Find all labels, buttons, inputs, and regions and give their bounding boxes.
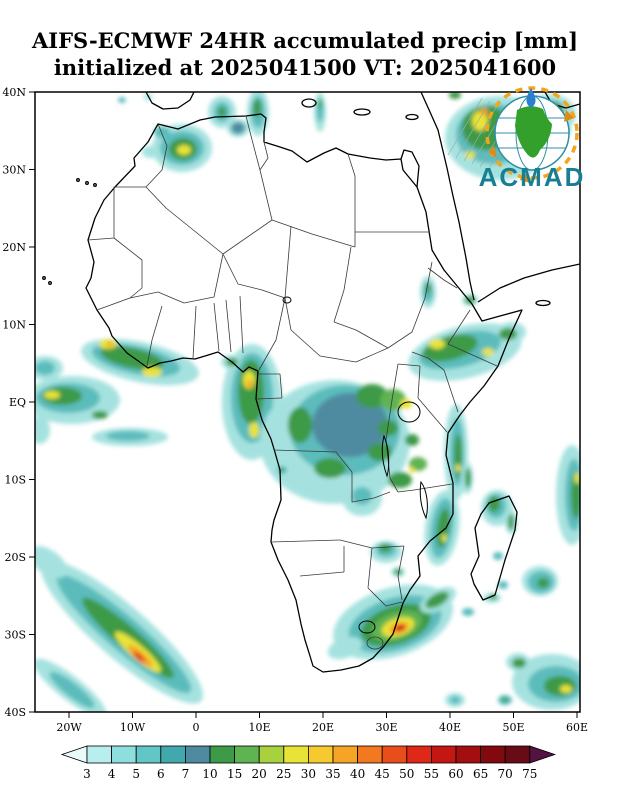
country-borders [87,115,498,650]
colorbar-segment [283,745,309,764]
colorbar-segment [135,745,162,764]
colorbar-tick-label: 35 [325,767,340,781]
colorbar-tick-label: 70 [498,767,513,781]
colorbar-tick-label: 75 [522,767,537,781]
colorbar-segment [258,745,285,764]
colorbar-tick-label: 4 [108,767,116,781]
lon-tick-label: 60E [566,721,588,734]
lat-tick-label: 10S [4,474,26,487]
logo-dashed-ring [485,86,579,180]
colorbar-segment [357,745,383,764]
lon-tick-label: 10E [248,721,270,734]
colorbar-tick-label: 7 [182,767,190,781]
title-line1: AIFS-ECMWF 24HR accumulated precip [mm] [31,28,578,53]
title-line2: initialized at 2025041500 VT: 2025041600 [54,55,556,80]
lat-tick-label: 10N [2,319,26,332]
colorbar-tick-label: 3 [83,767,91,781]
precip-contour [358,620,376,634]
colorbar-tick-label: 5 [132,767,140,781]
acmad-logo: ACMAD [479,86,586,192]
colorbar-above-arrow [529,745,557,764]
lat-tick-label: 20N [2,241,26,254]
colorbar: 3 4 5 6 7 10 15 20 25 30 35 40 45 50 55 60 65 70 75 [60,745,557,781]
lon-tick-label: 0 [193,721,200,734]
lon-tick-label: 20W [56,721,82,734]
colorbar-segment [111,745,137,764]
colorbar-segment [430,745,457,764]
colorbar-segment [184,745,211,764]
logo-africa-shape [515,106,552,158]
precip-shading-layer [35,92,580,712]
logo-wordmark: ACMAD [479,162,586,192]
colorbar-tick-label: 30 [301,767,316,781]
lat-tick-label: 30S [4,629,26,642]
colorbar-tick-label: 60 [448,767,463,781]
colorbar-segment [209,745,236,764]
precip-blobs [35,92,580,712]
colorbar-tick-label: 40 [350,767,365,781]
colorbar-segment [381,745,408,764]
logo-arrow-icons [488,110,574,183]
colorbar-segment [406,745,432,764]
lon-tick-label: 10W [120,721,146,734]
colorbar-segment [455,745,482,764]
colorbar-below-arrow [60,745,88,764]
colorbar-segment [234,745,260,764]
lon-tick-label: 20E [312,721,334,734]
colorbar-segment [307,745,334,764]
colorbar-tick-label: 6 [157,767,165,781]
colorbar-tick-label: 20 [252,767,267,781]
colorbar-segment [160,745,186,764]
lat-tick-label: 30N [2,164,26,177]
colorbar-tick-label: 10 [202,767,217,781]
colorbar-segment [86,745,113,764]
coastline [42,92,580,673]
colorbar-tick-label: 55 [424,767,439,781]
lat-tick-label: EQ [9,396,26,409]
colorbar-tick-label: 45 [375,767,390,781]
lon-tick-label: 50E [502,721,524,734]
lon-tick-label: 30E [375,721,397,734]
lon-axis: 20W 10W 0 10E 20E 30E 40E 50E 60E [56,712,588,734]
colorbar-tick-label: 50 [399,767,414,781]
logo-water-drop-icon [526,88,536,108]
colorbar-tick-label: 25 [276,767,291,781]
lon-tick-label: 40E [439,721,461,734]
colorbar-segment [332,745,359,764]
lat-axis: 40N 30N 20N 10N EQ 10S 20S 30S 40S [2,86,35,719]
colorbar-tick-label: 65 [473,767,488,781]
lat-tick-label: 40N [2,86,26,99]
lat-tick-label: 20S [4,551,26,564]
colorbar-segment [504,745,531,764]
colorbar-tick-label: 15 [227,767,242,781]
lat-tick-label: 40S [4,706,26,719]
colorbar-segment [480,745,506,764]
lakes [282,296,428,520]
